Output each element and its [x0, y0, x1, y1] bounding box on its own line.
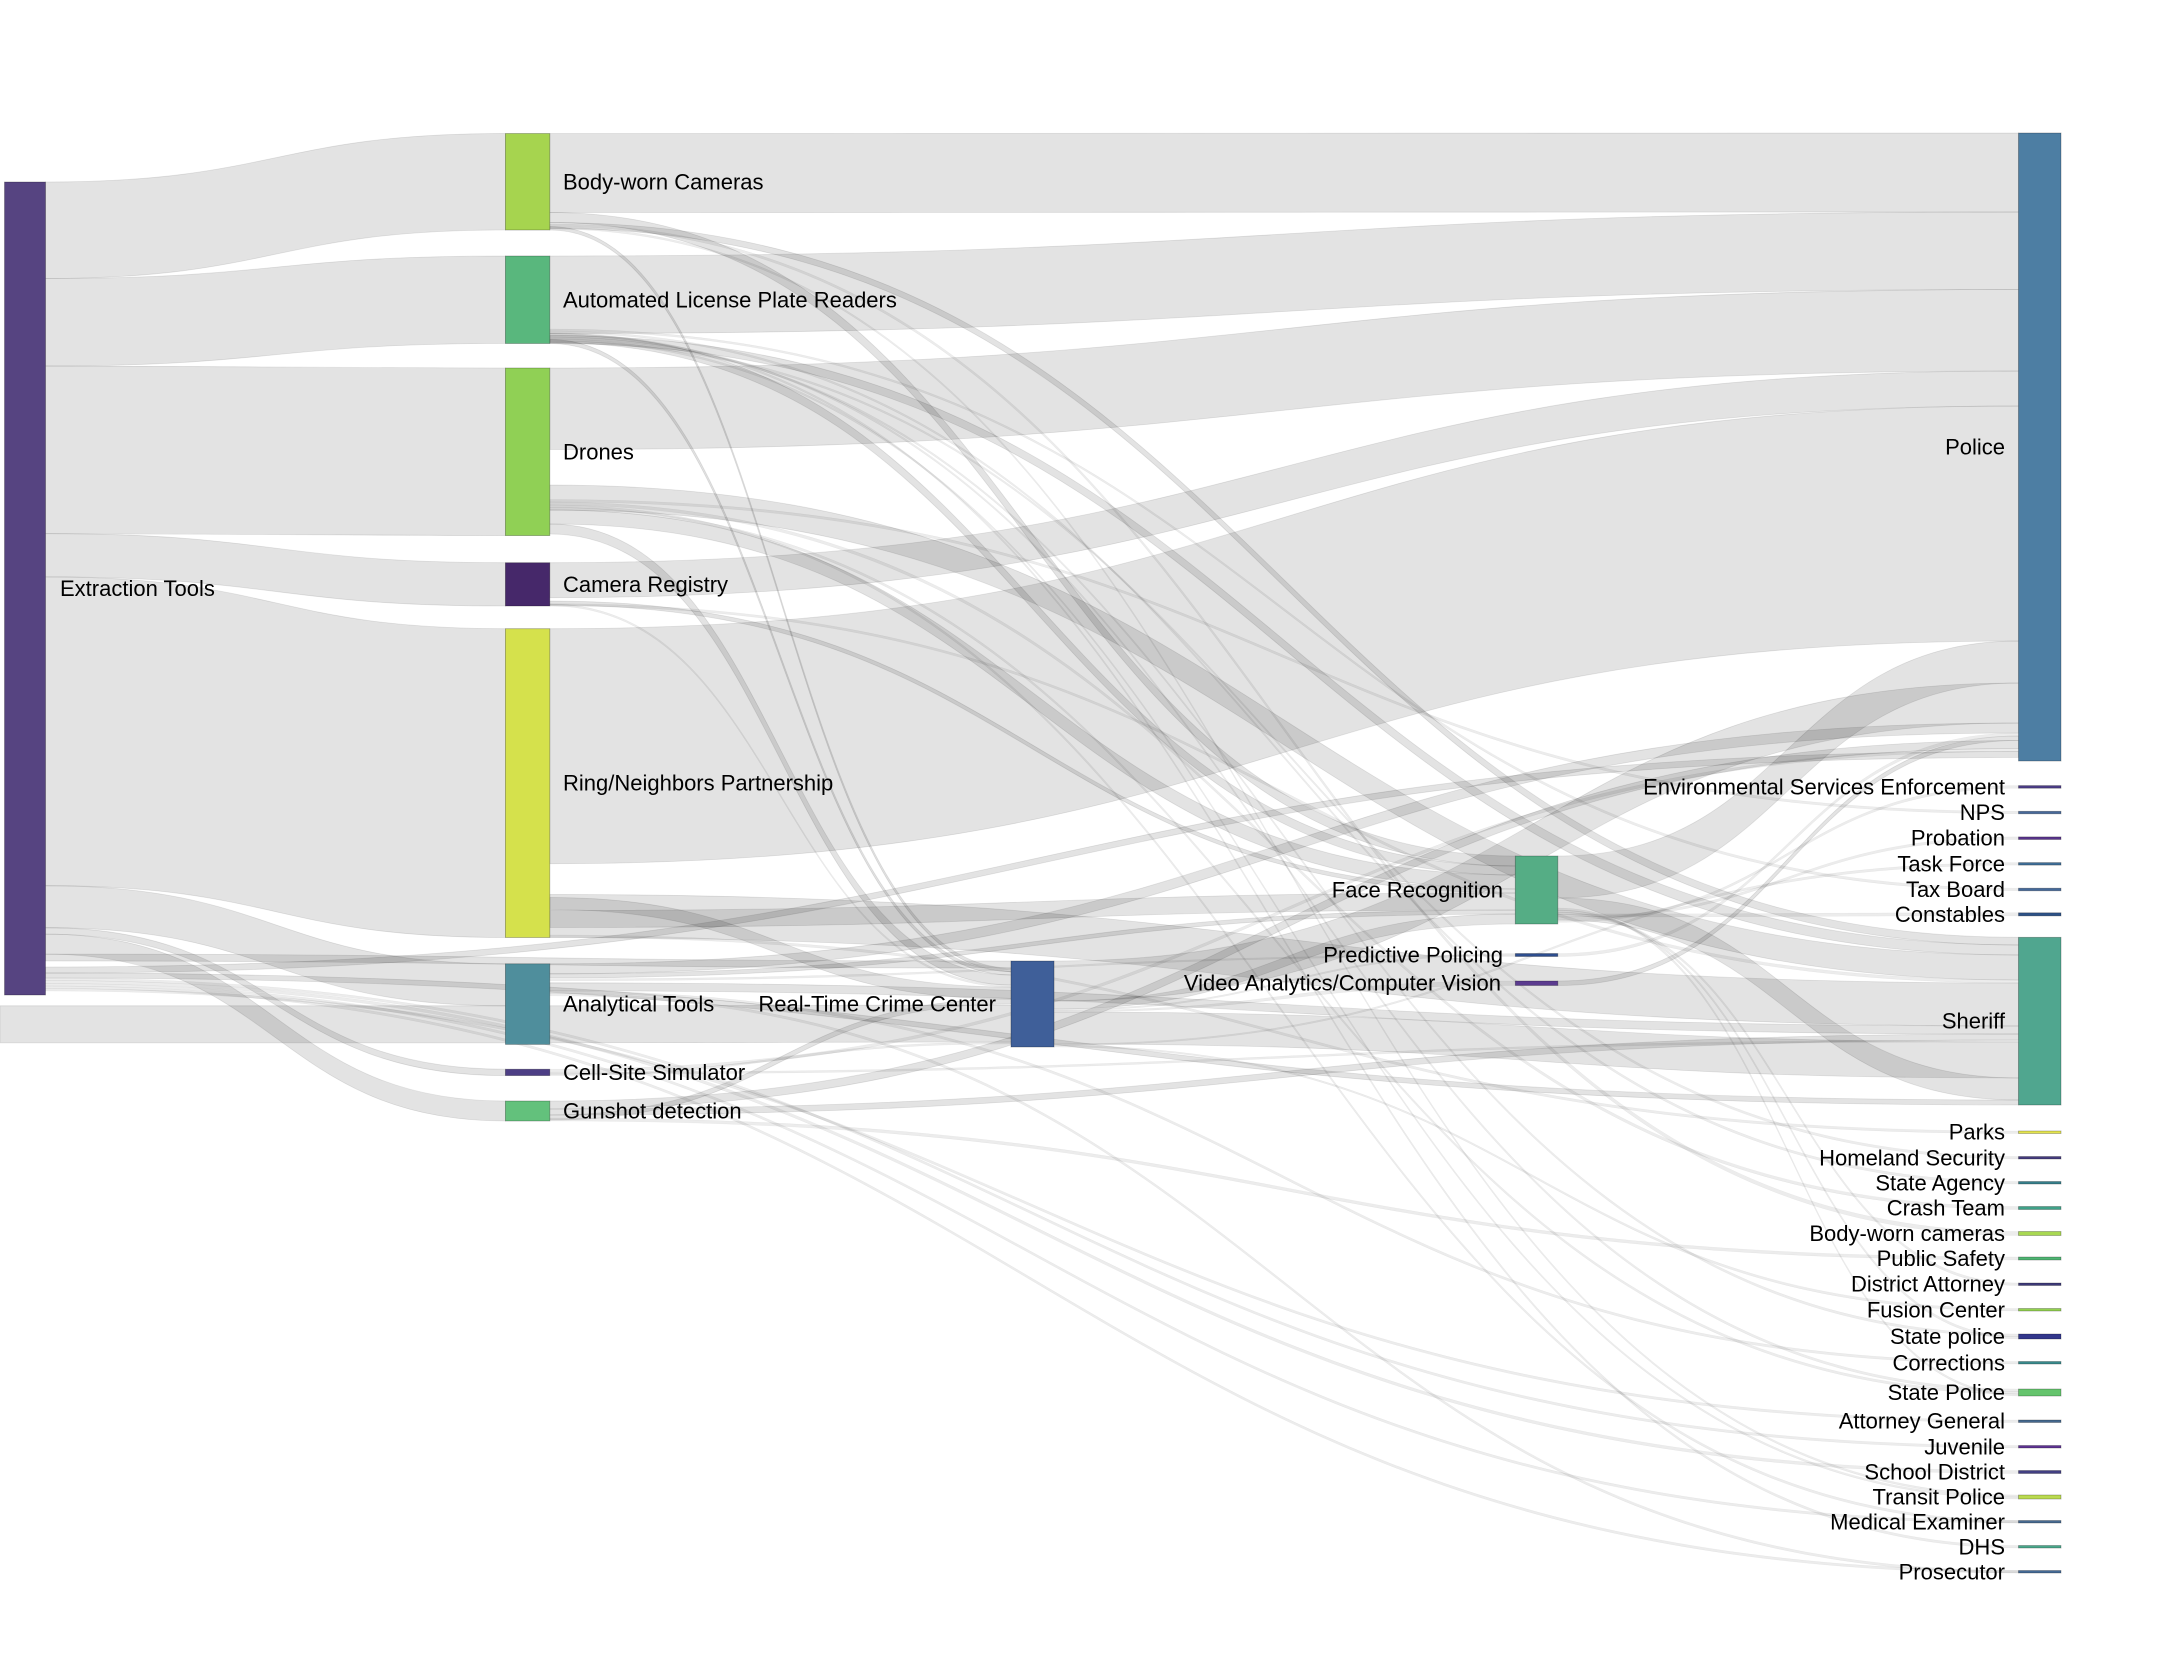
svg-text:Fusion Center: Fusion Center — [1867, 1297, 2005, 1322]
svg-text:DHS: DHS — [1959, 1534, 2005, 1559]
svg-text:Juvenile: Juvenile — [1924, 1434, 2005, 1459]
svg-text:Automated License Plate Reader: Automated License Plate Readers — [563, 287, 897, 312]
svg-text:Crash Team: Crash Team — [1887, 1196, 2005, 1221]
svg-text:State police: State police — [1890, 1324, 2005, 1349]
svg-text:Drones: Drones — [563, 439, 634, 464]
svg-text:Face Recognition: Face Recognition — [1332, 878, 1503, 903]
svg-text:District Attorney: District Attorney — [1851, 1272, 2005, 1297]
svg-text:Prosecutor: Prosecutor — [1899, 1559, 2005, 1584]
svg-text:Transit Police: Transit Police — [1873, 1485, 2005, 1510]
svg-text:Sheriff: Sheriff — [1942, 1009, 2006, 1034]
svg-text:Attorney General: Attorney General — [1839, 1409, 2005, 1434]
svg-text:Camera Registry: Camera Registry — [563, 572, 728, 597]
svg-text:Extraction Tools: Extraction Tools — [60, 576, 215, 601]
svg-text:Predictive Policing: Predictive Policing — [1323, 943, 1503, 968]
svg-text:School District: School District — [1864, 1460, 2005, 1485]
svg-text:Parks: Parks — [1949, 1120, 2005, 1145]
svg-text:Corrections: Corrections — [1893, 1350, 2005, 1375]
svg-text:Video Analytics/Computer Visio: Video Analytics/Computer Vision — [1184, 971, 1501, 996]
svg-text:Tax Board: Tax Board — [1906, 877, 2005, 902]
svg-text:Public Safety: Public Safety — [1877, 1246, 2005, 1271]
svg-text:Gunshot detection: Gunshot detection — [563, 1099, 742, 1124]
svg-text:State Agency: State Agency — [1875, 1170, 2005, 1195]
svg-text:State Police: State Police — [1888, 1380, 2005, 1405]
svg-text:Environmental Services Enforce: Environmental Services Enforcement — [1643, 774, 2005, 799]
svg-text:Analytical Tools: Analytical Tools — [563, 992, 714, 1017]
svg-text:Task Force: Task Force — [1897, 851, 2005, 876]
svg-text:Police: Police — [1945, 435, 2005, 460]
svg-text:Medical Examiner: Medical Examiner — [1830, 1509, 2005, 1534]
svg-text:Ring/Neighbors Partnership: Ring/Neighbors Partnership — [563, 771, 833, 796]
svg-text:Body-worn Cameras: Body-worn Cameras — [563, 169, 764, 194]
svg-text:Constables: Constables — [1895, 902, 2005, 927]
svg-text:Probation: Probation — [1911, 826, 2005, 851]
svg-text:NPS: NPS — [1960, 800, 2005, 825]
svg-text:Homeland Security: Homeland Security — [1819, 1145, 2005, 1170]
svg-text:Body-worn cameras: Body-worn cameras — [1809, 1221, 2005, 1246]
svg-text:Real-Time Crime Center: Real-Time Crime Center — [758, 992, 996, 1017]
svg-text:Cell-Site Simulator: Cell-Site Simulator — [563, 1060, 745, 1085]
